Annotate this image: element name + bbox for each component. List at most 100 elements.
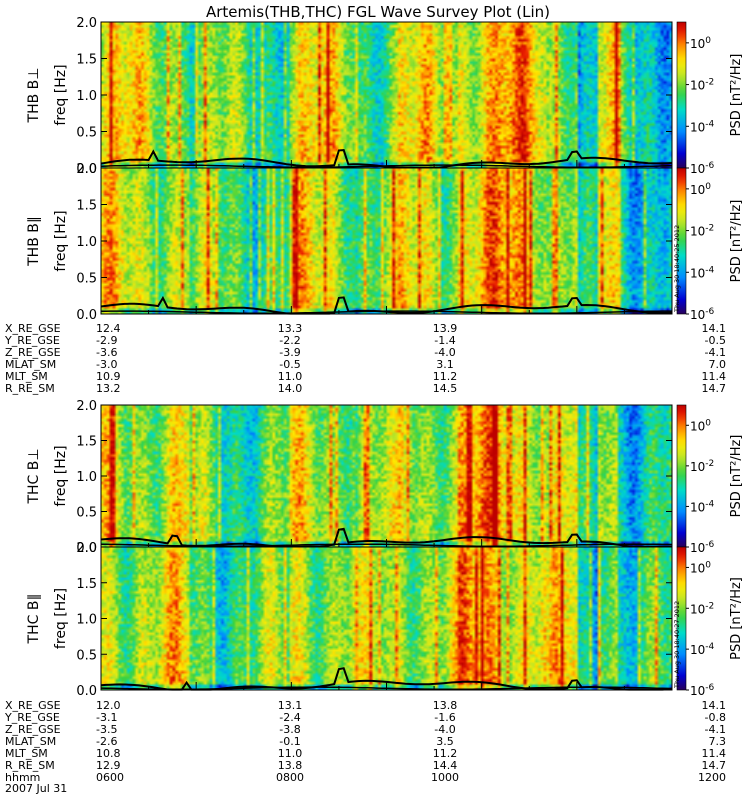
- plot-title: Artemis(THB,THC) FGL Wave Survey Plot (L…: [206, 3, 550, 21]
- y-tick-label: 2.0: [76, 162, 97, 177]
- ephemeris-value: -4.1: [705, 723, 726, 736]
- spectrogram-panels: 0.0 0.5 1.0 1.5 2.0 THB B⊥ freq [Hz] 100 10-2 10-…: [26, 16, 744, 699]
- ephemeris-table: X_RE_GSE 12.4 13.3 13.9 14.1 Y_RE_GSE -2.9 -2.2…: [4, 322, 726, 395]
- ephemeris-value: -0.5: [705, 334, 726, 347]
- ephemeris-value: 11.2: [433, 370, 458, 383]
- y-tick-label: 1.0: [76, 89, 97, 104]
- ephemeris-row-label: X_RE_GSE: [5, 322, 61, 335]
- ephemeris-row-label: MLAT_SM: [5, 735, 56, 748]
- ephemeris-value: -4.0: [434, 723, 455, 736]
- ephemeris-row-label: R_RE_SM: [5, 382, 55, 395]
- date-label: 2007 Jul 31: [5, 782, 67, 795]
- ephemeris-value: -0.5: [279, 358, 300, 371]
- timestamp-stamp: Thu Aug 30 18:40:27 2012: [673, 601, 681, 689]
- spectrogram-panel: 0.0 0.5 1.0 1.5 2.0 THB B⊥ freq [Hz] 100 10-2 10-…: [26, 16, 744, 177]
- y-tick-label: 2.0: [76, 399, 97, 414]
- colorbar-tick-label: 100: [690, 560, 711, 575]
- colorbar-tick-label: 10-2: [690, 224, 714, 239]
- ephemeris-value: 13.1: [278, 699, 303, 712]
- y-tick-label: 1.5: [76, 435, 97, 450]
- colorbar-tick-label: 100: [690, 36, 711, 51]
- colorbar-tick-label: 10-6: [690, 683, 715, 698]
- ephemeris-value: 10.9: [96, 370, 121, 383]
- y-tick-label: 2.0: [76, 541, 97, 556]
- colorbar-tick-label: 10-2: [690, 78, 714, 93]
- colorbar-tick-label: 10-4: [690, 642, 715, 657]
- colorbar: [676, 167, 687, 315]
- y-axis-label: freq [Hz]: [53, 64, 69, 125]
- ephemeris-row-label: MLAT_SM: [5, 358, 56, 371]
- ephemeris-row-label: R_RE_SM: [5, 759, 55, 772]
- colorbar-tick-label: 10-4: [690, 499, 715, 514]
- ephemeris-value: -2.9: [96, 334, 117, 347]
- colorbar-tick-label: 10-6: [690, 307, 715, 322]
- ephemeris-value: 0600: [96, 771, 124, 784]
- ephemeris-value: 11.0: [278, 747, 303, 760]
- ephemeris-value: -3.9: [279, 346, 300, 359]
- ephemeris-row-label: MLT_SM: [5, 370, 48, 383]
- ephemeris-value: 10.8: [96, 747, 121, 760]
- spectrogram-image: [101, 547, 672, 690]
- ephemeris-value: 11.4: [702, 370, 727, 383]
- ephemeris-value: -0.1: [279, 735, 300, 748]
- ephemeris-value: -2.4: [279, 711, 300, 724]
- colorbar: [676, 404, 687, 548]
- y-tick-label: 0.5: [76, 648, 97, 663]
- ephemeris-value: -3.1: [96, 711, 117, 724]
- ephemeris-value: 7.3: [709, 735, 727, 748]
- spectrogram-image: [101, 22, 672, 168]
- y-tick-label: 1.0: [76, 613, 97, 628]
- y-tick-label: 0.0: [76, 541, 97, 556]
- colorbar-tick-label: 10-4: [690, 119, 715, 134]
- ephemeris-value: 12.4: [96, 322, 121, 335]
- ephemeris-value: 13.2: [96, 382, 121, 395]
- ephemeris-value: -2.6: [96, 735, 117, 748]
- colorbar-label: PSD [nT²/Hz]: [729, 54, 744, 137]
- y-axis-label: freq [Hz]: [53, 445, 69, 506]
- ephemeris-row-label: Y_RE_GSE: [4, 334, 60, 347]
- panel-label: THC B∥: [26, 594, 42, 645]
- colorbar-label: PSD [nT²/Hz]: [729, 577, 744, 660]
- ephemeris-value: 12.9: [96, 759, 121, 772]
- ephemeris-value: 3.5: [436, 735, 454, 748]
- y-tick-label: 0.0: [76, 684, 97, 699]
- ephemeris-table: X_RE_GSE 12.0 13.1 13.8 14.1 Y_RE_GSE -3.1 -2.4…: [4, 699, 726, 784]
- spectrogram-panel: 0.0 0.5 1.0 1.5 2.0 THC B⊥ freq [Hz] 100 10-2 10-…: [26, 399, 744, 556]
- colorbar-tick-label: 100: [690, 418, 711, 433]
- ephemeris-value: 14.5: [433, 382, 458, 395]
- ephemeris-value: 13.8: [278, 759, 303, 772]
- ephemeris-row-label: MLT_SM: [5, 747, 48, 760]
- y-axis-label: freq [Hz]: [53, 210, 69, 271]
- ephemeris-value: 1200: [698, 771, 726, 784]
- ephemeris-value: 11.4: [702, 747, 727, 760]
- y-tick-label: 0.5: [76, 506, 97, 521]
- ephemeris-value: 13.9: [433, 322, 458, 335]
- ephemeris-value: 7.0: [709, 358, 727, 371]
- spectrogram-panel: 0.0 0.5 1.0 1.5 2.0 THB B∥ freq [Hz] 100 10-2 10-…: [26, 162, 744, 323]
- colorbar: [676, 546, 687, 691]
- colorbar-tick-label: 10-2: [690, 459, 714, 474]
- ephemeris-value: 14.7: [702, 382, 727, 395]
- ephemeris-value: 13.8: [433, 699, 458, 712]
- ephemeris-value: 14.4: [433, 759, 458, 772]
- ephemeris-value: 14.0: [278, 382, 303, 395]
- ephemeris-row-label: Z_RE_GSE: [5, 346, 61, 359]
- colorbar-tick-label: 10-4: [690, 265, 715, 280]
- y-tick-label: 1.0: [76, 235, 97, 250]
- y-axis-label: freq [Hz]: [53, 588, 69, 649]
- colorbar-label: PSD [nT²/Hz]: [729, 435, 744, 518]
- ephemeris-value: 3.1: [436, 358, 454, 371]
- spectrogram-panel: 0.0 0.5 1.0 1.5 2.0 THC B∥ freq [Hz] 100 10-2 10-…: [26, 541, 744, 699]
- ephemeris-value: 1000: [431, 771, 459, 784]
- timestamp-stamp: Thu Aug 30 18:40:25 2012: [673, 225, 681, 313]
- colorbar-tick-label: 10-2: [690, 601, 714, 616]
- y-tick-label: 1.0: [76, 470, 97, 485]
- panel-label: THB B⊥: [26, 68, 42, 124]
- colorbar-tick-label: 10-6: [690, 161, 715, 176]
- y-tick-label: 0.5: [76, 272, 97, 287]
- ephemeris-value: 11.0: [278, 370, 303, 383]
- ephemeris-value: 11.2: [433, 747, 458, 760]
- y-tick-label: 0.0: [76, 162, 97, 177]
- y-tick-label: 0.5: [76, 126, 97, 141]
- ephemeris-value: 13.3: [278, 322, 303, 335]
